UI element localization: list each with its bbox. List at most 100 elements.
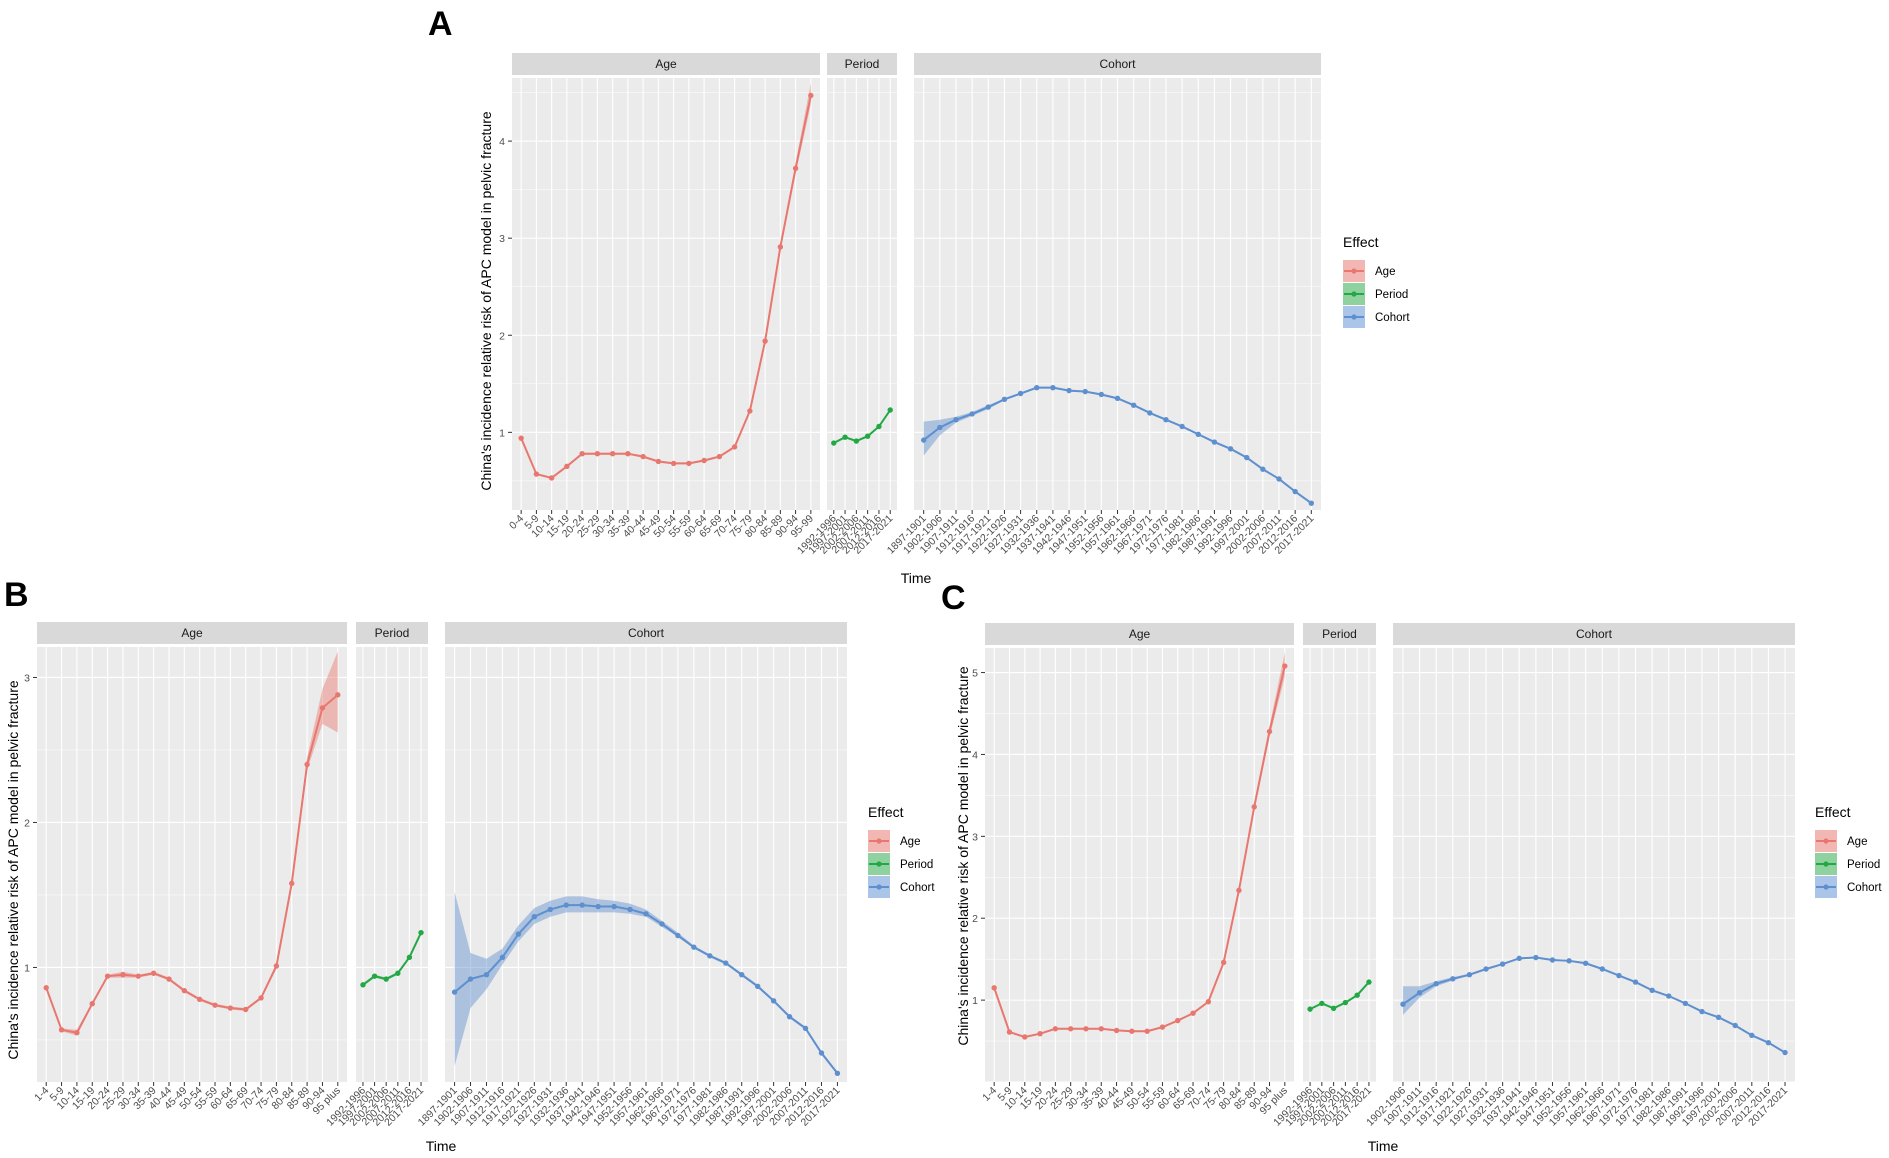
legend-point-age xyxy=(1351,268,1357,274)
legend-point-age xyxy=(1823,838,1829,844)
plot-background xyxy=(1393,648,1795,1082)
facet-strip xyxy=(1393,623,1795,645)
plot-background xyxy=(512,78,820,510)
data-point-cohort xyxy=(786,1014,793,1020)
data-point-age xyxy=(74,1030,80,1036)
data-point-cohort xyxy=(691,944,697,950)
data-point-cohort xyxy=(611,903,617,910)
data-point-cohort xyxy=(1466,972,1473,978)
facet-strip-label: Age xyxy=(181,626,203,640)
data-point-age xyxy=(1205,999,1212,1005)
facet-strip xyxy=(985,623,1294,645)
data-point-age xyxy=(181,987,188,994)
data-point-cohort xyxy=(1699,1008,1705,1015)
facet-period: Period1992-19961997-20012002-20062007-20… xyxy=(324,622,428,1129)
data-point-cohort xyxy=(1244,454,1250,461)
facet-strip-label: Period xyxy=(1322,627,1357,641)
facet-strip xyxy=(827,53,897,75)
facet-strip xyxy=(445,622,847,644)
legend: Effect Age Period Cohort xyxy=(1815,804,1882,898)
data-point-cohort xyxy=(1130,402,1137,408)
data-point-cohort xyxy=(1566,958,1572,964)
data-point-period xyxy=(864,433,871,439)
y-axis-title: China's incidence relative risk of APC m… xyxy=(478,111,494,490)
legend-item-period: Period xyxy=(1815,853,1880,875)
data-point-cohort xyxy=(937,424,943,431)
x-axis-title: Time xyxy=(426,1138,457,1154)
data-point-cohort xyxy=(563,902,569,908)
data-point-cohort xyxy=(1582,960,1589,966)
facet-cohort: Cohort1897-19011902-19061907-19111912-19… xyxy=(416,622,847,1129)
data-point-cohort xyxy=(770,998,777,1004)
panel-b: B China's incidence relative risk of APC… xyxy=(4,576,935,1154)
data-point-cohort xyxy=(1308,500,1315,506)
legend-title: Effect xyxy=(868,804,904,820)
facet-strip-label: Age xyxy=(1129,627,1151,641)
y-axis-title: China's incidence relative risk of APC m… xyxy=(955,666,971,1045)
legend-item-cohort: Cohort xyxy=(868,876,935,898)
data-point-age xyxy=(1037,1030,1043,1037)
facet-strip xyxy=(512,53,820,75)
data-point-cohort xyxy=(1260,466,1266,472)
data-point-cohort xyxy=(675,932,681,939)
data-point-age xyxy=(1220,959,1227,966)
data-point-period xyxy=(842,434,848,440)
data-point-cohort xyxy=(834,1070,841,1077)
facet-strip-label: Cohort xyxy=(1099,57,1136,71)
series-line-cohort xyxy=(1402,956,1786,1054)
y-tick-label: 3 xyxy=(499,233,505,245)
data-point-age xyxy=(212,1002,218,1008)
data-point-period xyxy=(395,970,401,976)
data-point-age xyxy=(594,450,601,457)
data-point-cohort xyxy=(643,911,649,917)
legend-label-cohort: Cohort xyxy=(1375,312,1410,324)
facet-age: Age1-45-910-1415-1920-2425-2930-3435-394… xyxy=(24,622,347,1117)
data-point-cohort xyxy=(1292,488,1298,495)
data-point-cohort xyxy=(1034,384,1040,391)
data-point-cohort xyxy=(595,903,601,910)
data-point-age xyxy=(289,880,295,887)
gridlines xyxy=(37,647,347,1082)
data-point-cohort xyxy=(1433,981,1439,987)
y-tick-label: 4 xyxy=(972,749,978,761)
data-point-cohort xyxy=(1765,1039,1772,1046)
data-point-cohort xyxy=(1114,395,1121,402)
data-point-age xyxy=(609,450,616,457)
data-point-age xyxy=(1282,663,1288,669)
data-point-age xyxy=(579,450,585,457)
data-point-age xyxy=(89,1001,95,1007)
data-point-cohort xyxy=(1179,423,1185,430)
data-point-age xyxy=(777,244,784,250)
data-point-age xyxy=(43,985,49,991)
data-point-age xyxy=(135,973,141,979)
data-point-age xyxy=(1052,1026,1059,1032)
plot-background xyxy=(356,647,428,1082)
data-point-period xyxy=(1319,1000,1325,1007)
plot-background xyxy=(985,648,1294,1082)
legend-point-period xyxy=(876,861,882,867)
data-point-cohort xyxy=(499,954,506,960)
data-point-cohort xyxy=(1782,1049,1788,1056)
data-point-age xyxy=(304,761,310,768)
panel-label: C xyxy=(941,579,966,617)
data-point-cohort xyxy=(985,404,991,410)
legend-item-age: Age xyxy=(868,830,920,852)
facet-cohort: Cohort1897-19011902-19061907-19111912-19… xyxy=(885,53,1321,557)
legend-item-period: Period xyxy=(1343,283,1408,305)
data-point-cohort xyxy=(920,437,927,443)
facet-age: Age0-45-910-1415-1920-2425-2930-3435-394… xyxy=(499,53,820,540)
data-point-age xyxy=(548,475,555,481)
data-point-age xyxy=(1022,1034,1028,1040)
data-point-cohort xyxy=(1450,976,1456,982)
data-point-age xyxy=(1144,1028,1150,1034)
x-axis-title: Time xyxy=(901,570,932,586)
data-point-age xyxy=(701,457,707,464)
data-point-age xyxy=(1159,1024,1166,1030)
data-point-cohort xyxy=(723,960,729,966)
data-point-cohort xyxy=(1483,966,1489,972)
gridlines xyxy=(356,647,428,1082)
legend-label-period: Period xyxy=(1847,859,1880,871)
y-tick-label: 2 xyxy=(24,817,30,829)
data-point-age xyxy=(808,92,814,99)
